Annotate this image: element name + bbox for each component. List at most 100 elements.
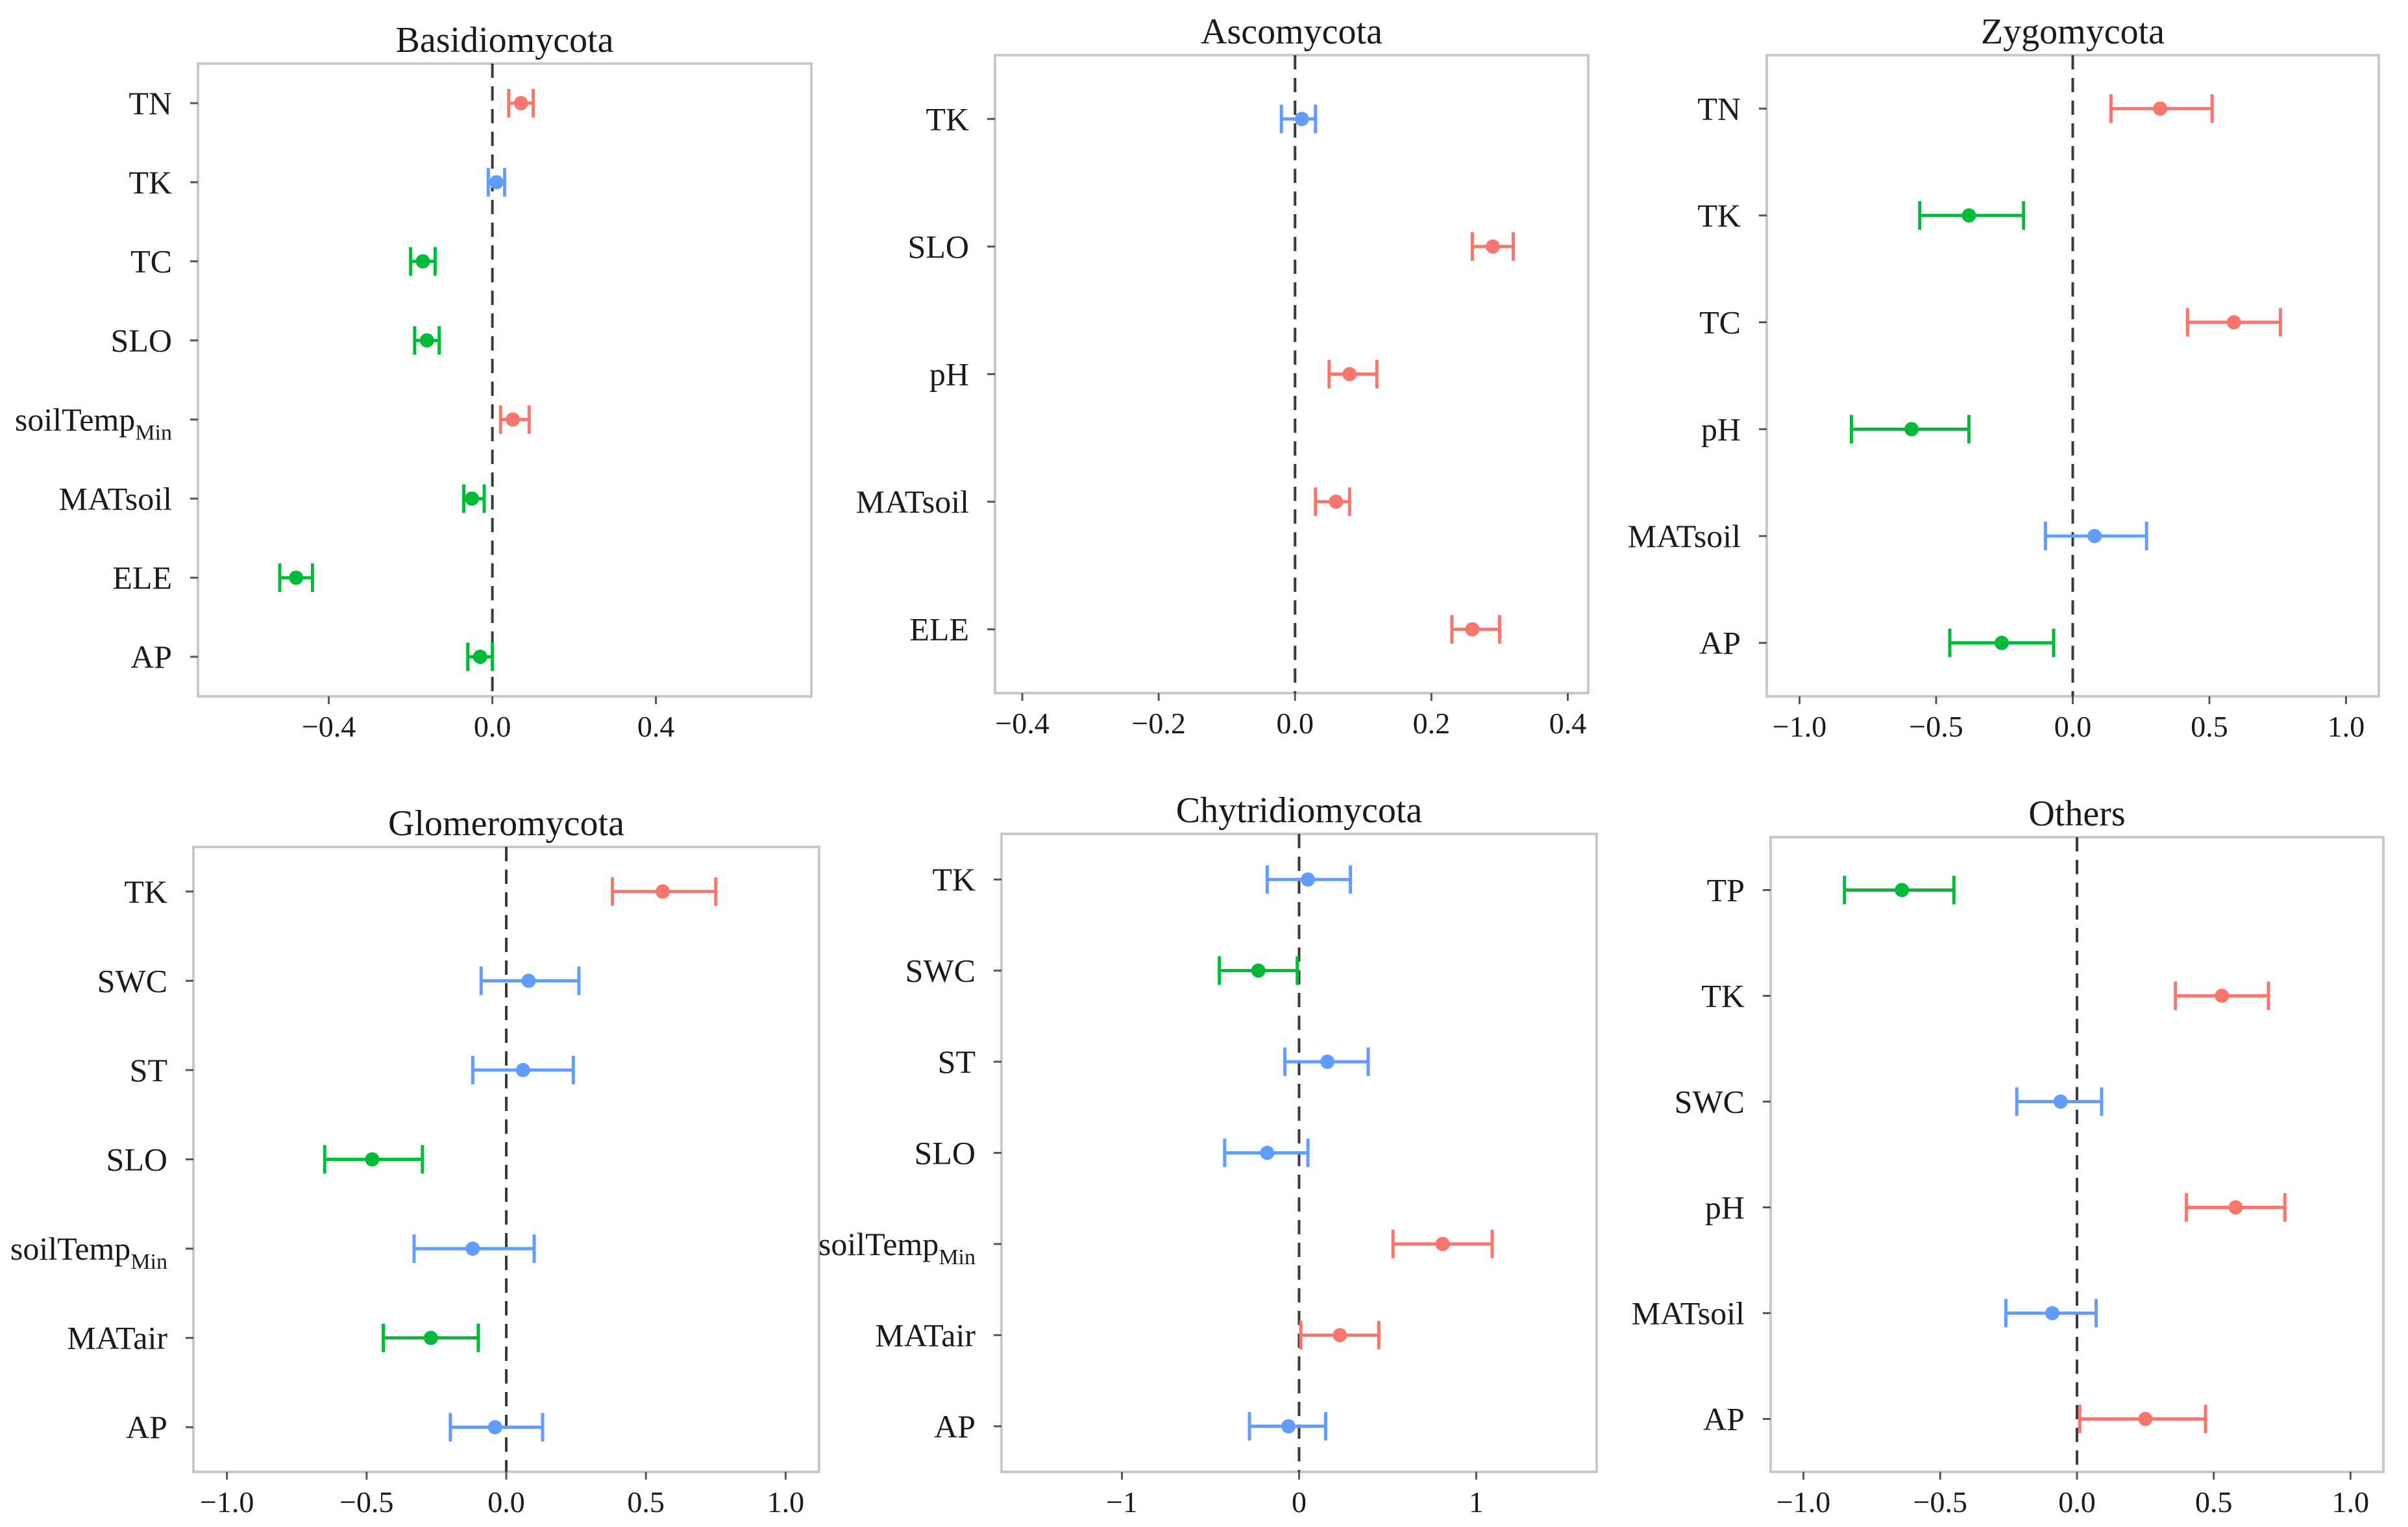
y-label-slo: SLO: [908, 228, 969, 265]
estimate-point: [515, 1062, 530, 1077]
estimate-point: [419, 333, 434, 348]
y-label-text: soilTemp: [10, 1230, 130, 1267]
y-label-text: soilTemp: [818, 1226, 939, 1262]
y-label-text: ST: [130, 1052, 167, 1088]
estimate-point: [1342, 367, 1357, 382]
x-tick-label: 0.5: [627, 1485, 665, 1519]
x-tick-label: −0.5: [1909, 710, 1963, 743]
estimate-point: [2045, 1306, 2060, 1321]
y-label-text: TK: [932, 861, 976, 898]
y-label-ph: pH: [1701, 411, 1741, 447]
y-label-matair: MATair: [67, 1320, 167, 1356]
y-label-text: TK: [129, 164, 172, 201]
estimate-point: [1995, 635, 2009, 650]
panel-frame: [197, 62, 813, 698]
x-tick-label: 0.0: [2054, 710, 2092, 743]
panel-title: Zygomycota: [1981, 12, 2165, 52]
y-label-text: TK: [1697, 197, 1741, 234]
y-label-matsoil: MATsoil: [59, 480, 172, 517]
estimate-point: [1895, 883, 1910, 898]
panel-glomeromycota: Glomeromycota −1.0 −0.5 0.0 0.5 1.0 TK SWC ST SLO…: [10, 803, 820, 1519]
y-label-text: TC: [1699, 304, 1741, 341]
y-label-text: TK: [926, 101, 969, 137]
panel-others: Others −1.0 −0.5 0.0 0.5 1.0 TP TK SWC pH MATsoil A…: [1632, 794, 2385, 1519]
x-tick-label: 0.0: [1277, 707, 1314, 740]
y-label-tp: TP: [1707, 872, 1745, 909]
x-tick-label: 1.0: [2328, 710, 2365, 743]
y-label-text: ELE: [112, 559, 172, 596]
y-label-ap: AP: [126, 1409, 167, 1445]
estimate-point: [1961, 208, 1976, 223]
estimate-point: [1301, 872, 1316, 887]
y-label-ap: AP: [934, 1408, 976, 1445]
y-label-st: ST: [130, 1052, 167, 1088]
y-label-tk: TK: [1697, 197, 1741, 234]
panel-ascomycota: Ascomycota −0.4 −0.2 0.0 0.2 0.4 TK SLO pH MATsoi…: [856, 12, 1590, 740]
y-label-soiltemp: soilTempMin: [818, 1226, 976, 1269]
x-tick-label: 0.4: [637, 710, 675, 743]
estimate-point: [2053, 1094, 2068, 1109]
panel-title: Chytridiomycota: [1176, 790, 1423, 831]
estimate-point: [1435, 1236, 1450, 1251]
y-label-tk: TK: [926, 101, 969, 137]
y-label-slo: SLO: [106, 1142, 167, 1178]
panel-title: Basidiomycota: [396, 20, 614, 60]
y-label-soiltemp: soilTempMin: [10, 1230, 167, 1274]
y-label-text: SLO: [915, 1135, 976, 1171]
y-label-tk: TK: [1701, 978, 1745, 1014]
x-tick-label: 0: [1292, 1485, 1307, 1519]
y-label-tk: TK: [129, 164, 172, 201]
x-tick-label: −0.4: [302, 710, 356, 743]
y-label-tc: TC: [1699, 304, 1741, 341]
estimate-point: [1465, 622, 1480, 637]
panel-basidiomycota: Basidiomycota −0.4 0.0 0.4 TN TK TC SLO soilTemp…: [15, 20, 813, 743]
y-label-text: SWC: [1675, 1084, 1745, 1120]
estimate-point: [2138, 1411, 2153, 1426]
y-label-tk: TK: [124, 873, 167, 910]
estimate-point: [415, 254, 430, 269]
x-tick-label: 1.0: [2332, 1485, 2370, 1519]
estimate-point: [521, 973, 536, 988]
y-label-text: TK: [1701, 978, 1745, 1014]
y-label-ele: ELE: [112, 559, 172, 596]
y-label-ap: AP: [130, 639, 172, 675]
y-label-subscript: Min: [130, 1250, 167, 1274]
y-label-text: TP: [1707, 872, 1745, 909]
x-tick-label: 0.5: [2191, 710, 2228, 743]
y-label-text: MATair: [67, 1320, 167, 1356]
y-label-text: SLO: [908, 228, 969, 265]
x-tick-label: −1.0: [200, 1485, 254, 1519]
y-label-tn: TN: [1697, 90, 1741, 127]
y-label-tc: TC: [130, 243, 172, 280]
estimate-point: [506, 412, 521, 427]
y-label-ele: ELE: [909, 611, 969, 648]
x-tick-label: −0.5: [1913, 1485, 1967, 1519]
estimate-point: [1485, 239, 1500, 254]
estimate-point: [2087, 529, 2102, 543]
estimate-point: [2228, 1200, 2243, 1215]
y-label-matsoil: MATsoil: [1632, 1295, 1745, 1332]
y-label-subscript: Min: [939, 1245, 976, 1269]
y-label-tn: TN: [129, 85, 172, 121]
estimate-point: [487, 1420, 502, 1435]
estimate-point: [1281, 1419, 1296, 1434]
x-tick-label: 0.0: [2058, 1485, 2096, 1519]
estimate-point: [289, 570, 304, 585]
y-label-text: soilTemp: [15, 401, 135, 437]
y-label-swc: SWC: [905, 953, 976, 989]
y-label-text: MATsoil: [59, 480, 172, 517]
y-label-text: SWC: [905, 953, 976, 989]
y-label-text: TN: [1697, 90, 1741, 127]
y-label-swc: SWC: [97, 962, 167, 999]
x-tick-label: 0.5: [2195, 1485, 2233, 1519]
estimate-point: [473, 650, 487, 665]
y-label-text: TK: [124, 873, 167, 910]
x-tick-label: 0.0: [474, 710, 511, 743]
y-label-text: pH: [929, 356, 969, 393]
y-label-swc: SWC: [1675, 1084, 1745, 1120]
estimate-point: [1294, 112, 1309, 127]
panel-frame: [994, 54, 1590, 694]
estimate-point: [423, 1330, 438, 1345]
x-tick-label: 0.2: [1413, 707, 1451, 740]
